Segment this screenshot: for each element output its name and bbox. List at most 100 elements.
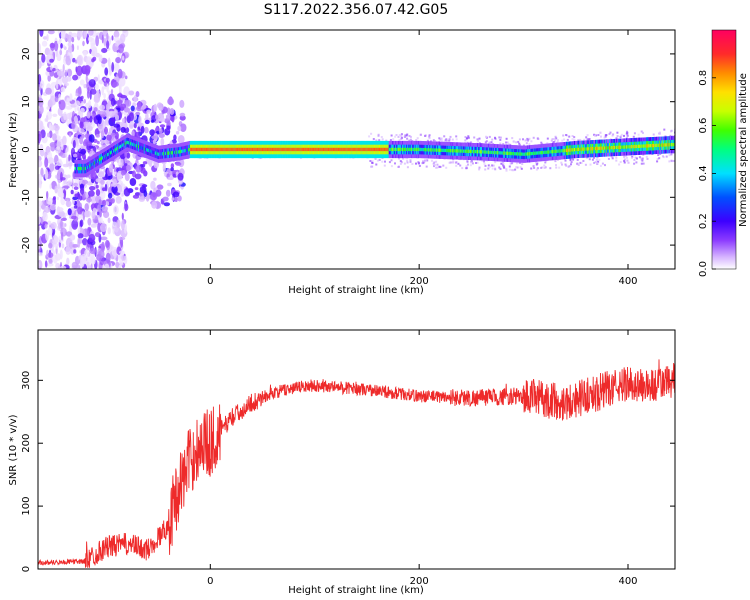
spectrogram-ridge — [185, 148, 187, 152]
spectrogram-cell — [69, 53, 73, 60]
spectrogram-cell — [114, 114, 120, 122]
spectrogram-cell — [179, 115, 186, 121]
spectrogram-ridge — [631, 145, 633, 149]
spectrogram-cell — [56, 139, 61, 151]
spectrogram-cell — [124, 172, 130, 182]
spectrogram-ridge — [130, 142, 132, 146]
spectrogram-ridge — [316, 147, 318, 152]
spectrogram-cell — [44, 260, 48, 268]
spectrogram-ridge — [83, 166, 85, 171]
spectrogram-cell — [669, 134, 672, 137]
spectrogram-cell — [46, 262, 54, 267]
spectrogram-ridge — [228, 147, 230, 152]
spectrogram-cell — [520, 167, 523, 170]
spectrogram-cell — [38, 159, 43, 168]
spectrogram-ridge — [329, 147, 331, 152]
spectrogram-cell — [103, 37, 107, 47]
spectrogram-ridge — [519, 152, 521, 156]
spectrogram-cell — [616, 131, 619, 134]
spectrogram-ridge — [630, 145, 632, 149]
spectrogram-ridge — [274, 147, 276, 152]
spectrogram-ridge — [126, 140, 128, 145]
spectrogram-ridge — [533, 151, 535, 155]
spectrogram-cell — [668, 160, 671, 163]
spectrogram-cell — [596, 162, 599, 165]
spectrogram-ridge — [359, 147, 361, 152]
spectrogram-ridge — [213, 147, 215, 152]
spectrogram-cell — [449, 135, 452, 138]
spectrogram-cell — [124, 203, 129, 211]
spectrogram-cell — [659, 131, 661, 134]
spectrogram-cell — [415, 139, 418, 141]
spectrogram-ridge — [229, 147, 232, 152]
spectrogram-cell — [51, 235, 59, 245]
spectrogram-cell — [616, 135, 619, 138]
spectrogram-ridge — [258, 147, 260, 152]
spectrogram-cell — [133, 95, 138, 103]
spectrogram-ridge — [153, 150, 155, 154]
spectrogram-ridge — [253, 147, 255, 152]
spectrogram-cell — [84, 249, 89, 258]
spectrogram-cell — [153, 161, 159, 169]
spectrogram-ridge — [651, 144, 653, 148]
spectrogram-cell — [626, 130, 629, 133]
spectrogram-cell — [517, 140, 520, 143]
spectrogram-cell — [160, 137, 165, 147]
spectrogram-ridge — [328, 147, 330, 152]
spectrogram-ridge — [506, 151, 508, 155]
spectrogram-ridge — [372, 147, 374, 152]
spectrogram-cell — [439, 138, 442, 141]
spectrogram-cell — [372, 138, 375, 140]
spectrogram-ridge — [473, 149, 476, 154]
spectrogram-cell — [438, 165, 441, 168]
spectrogram-ridge — [183, 149, 185, 153]
spectrogram-ridge — [206, 147, 208, 152]
spectrogram-ridge — [237, 147, 239, 152]
spectrogram-ridge — [562, 149, 564, 153]
spectrogram-ridge — [534, 151, 536, 155]
spectrogram-cell — [491, 138, 494, 141]
spectrogram-ridge — [568, 148, 570, 152]
spectrogram-cell — [627, 161, 630, 164]
spectrogram-cell — [553, 138, 556, 140]
spectrogram-cell — [625, 156, 628, 159]
spectrogram-cell — [133, 122, 137, 129]
spectrogram-cell — [46, 191, 49, 199]
spectrogram-cell — [112, 221, 117, 226]
spectrogram-cell — [64, 82, 69, 86]
spectrogram-ridge — [605, 146, 607, 150]
spectrogram-cell — [522, 138, 524, 141]
spectrogram-ridge — [491, 150, 493, 155]
spectrogram-ridge — [243, 147, 245, 152]
spectrogram-cell — [97, 204, 102, 212]
spectrogram-cell — [603, 136, 606, 139]
spectrogram-ridge — [90, 163, 92, 167]
spectrogram-cell — [76, 54, 84, 66]
spectrogram-cell — [409, 159, 412, 162]
spectrogram-ridge — [241, 147, 243, 152]
spectrogram-cell — [640, 162, 643, 165]
spectrogram-cell — [108, 64, 113, 76]
spectrogram-ridge — [79, 166, 81, 171]
spectrogram-cell — [546, 137, 549, 140]
spectrogram-ridge — [437, 148, 439, 152]
spectrogram-ridge — [486, 150, 488, 154]
spectrogram-ridge — [161, 152, 163, 156]
spectrogram-cell — [74, 100, 81, 107]
spectrogram-ridge — [593, 146, 595, 151]
spectrogram-cell — [97, 92, 101, 99]
spectrogram-cell — [374, 157, 377, 160]
spectrogram-ridge — [158, 152, 161, 156]
spectrogram-ridge — [178, 150, 180, 154]
spectrogram-ridge — [188, 148, 190, 152]
spectrogram-ridge — [189, 147, 191, 152]
spectrogram-ridge — [210, 147, 212, 152]
spectrogram-ridge — [432, 148, 435, 152]
spectrogram-ridge — [549, 150, 551, 154]
spectrogram-ridge — [649, 144, 651, 148]
spectrogram-ridge — [338, 147, 340, 152]
spectrogram-ridge — [154, 151, 156, 155]
spectrogram-cell — [106, 40, 110, 49]
spectrogram-cell — [82, 50, 88, 57]
spectrogram-ridge — [582, 147, 584, 151]
